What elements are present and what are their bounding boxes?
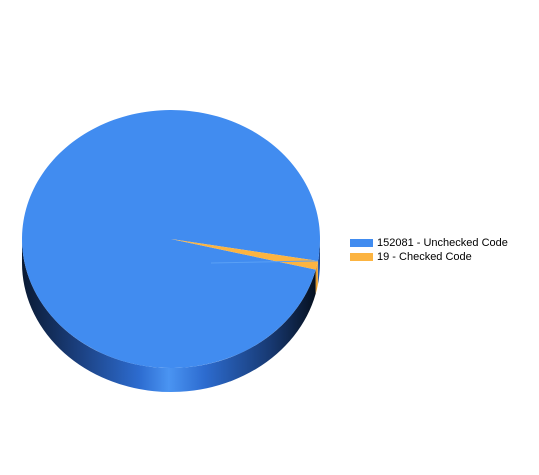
slice-divider <box>210 260 318 264</box>
slice-side-checked <box>315 260 318 294</box>
slice-side-unchecked-0 <box>317 239 320 285</box>
pie-top <box>22 109 321 368</box>
legend-swatch-checked <box>350 253 373 261</box>
legend-label-checked: 19 - Checked Code <box>377 251 472 263</box>
pie-side <box>22 239 320 393</box>
slice-top-unchecked <box>22 109 321 368</box>
legend-swatch-unchecked <box>350 239 373 247</box>
legend-item-unchecked: 152081 - Unchecked Code <box>350 236 508 250</box>
legend: 152081 - Unchecked Code 19 - Checked Cod… <box>350 236 508 264</box>
slice-side-unchecked-1 <box>22 239 316 393</box>
legend-label-unchecked: 152081 - Unchecked Code <box>377 237 508 249</box>
legend-item-checked: 19 - Checked Code <box>350 250 508 264</box>
